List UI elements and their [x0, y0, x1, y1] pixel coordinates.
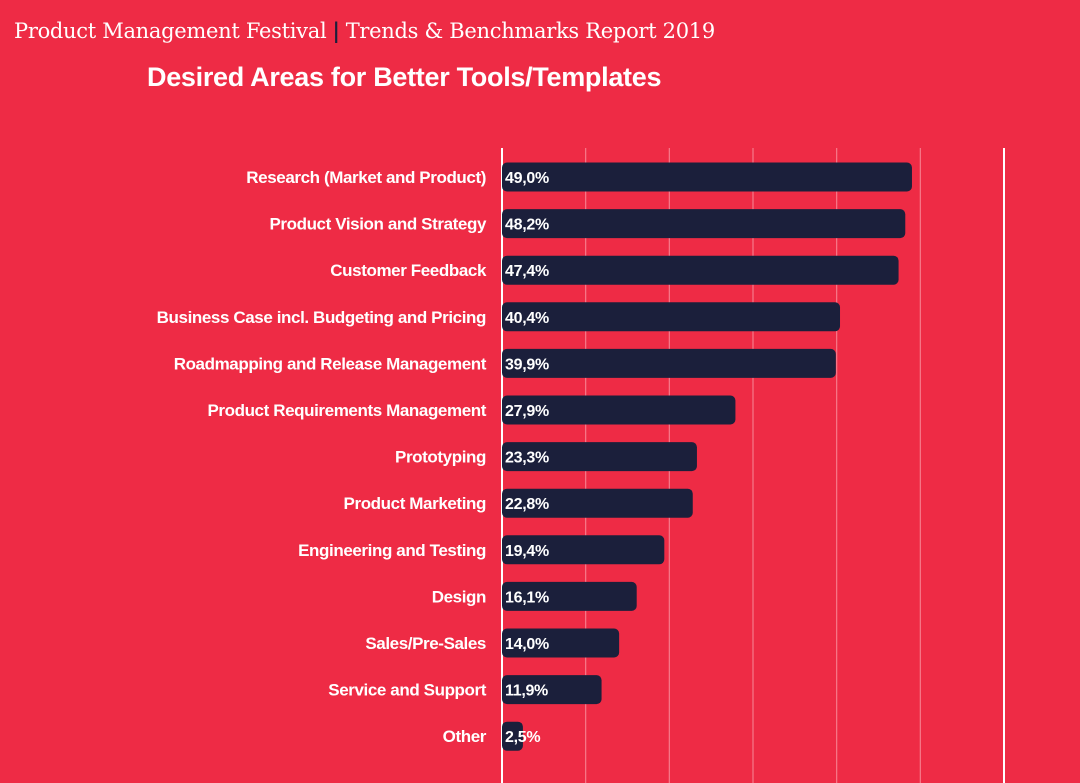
data-label: 40,4% [505, 310, 549, 327]
bar [502, 348, 836, 378]
data-label: 47,4% [505, 263, 549, 280]
category-label: Research (Market and Product) [246, 168, 486, 187]
category-label: Business Case incl. Budgeting and Pricin… [157, 308, 486, 327]
bar [502, 162, 912, 192]
category-label: Product Marketing [344, 494, 486, 513]
header-separator: | [332, 18, 340, 43]
bar [502, 721, 523, 751]
category-label: Customer Feedback [330, 261, 487, 280]
data-label: 39,9% [505, 356, 549, 373]
data-label: 27,9% [505, 403, 549, 420]
category-label: Engineering and Testing [298, 541, 486, 560]
data-label: 11,9% [505, 683, 548, 700]
category-label: Product Vision and Strategy [269, 215, 486, 234]
bar [502, 488, 693, 518]
chart-title: Desired Areas for Better Tools/Templates [147, 62, 662, 92]
data-label: 48,2% [505, 217, 549, 234]
data-label: 23,3% [505, 450, 549, 467]
report-name: Trends & Benchmarks Report 2019 [345, 19, 716, 43]
bar [502, 581, 637, 611]
data-label: 2,5% [505, 729, 540, 746]
category-label: Service and Support [328, 681, 486, 700]
category-label: Product Requirements Management [207, 401, 486, 420]
bar [502, 395, 736, 425]
category-label: Design [432, 587, 486, 606]
data-label: 16,1% [505, 589, 549, 606]
bar [502, 628, 620, 658]
category-label: Roadmapping and Release Management [174, 354, 487, 373]
category-label: Sales/Pre-Sales [365, 634, 486, 653]
data-label: 49,0% [505, 170, 549, 187]
bar [502, 255, 899, 285]
bar [502, 675, 602, 705]
bar [502, 442, 697, 472]
report-header: Product Management Festival | Trends & Ben… [14, 18, 715, 43]
bar [502, 302, 841, 332]
bar [502, 209, 906, 239]
data-label: 22,8% [505, 496, 549, 513]
data-label: 14,0% [505, 636, 549, 653]
data-label: 19,4% [505, 543, 549, 560]
category-label: Prototyping [395, 448, 486, 467]
category-label: Other [443, 727, 487, 746]
bar [502, 535, 665, 565]
festival-name: Product Management Festival [14, 19, 327, 43]
